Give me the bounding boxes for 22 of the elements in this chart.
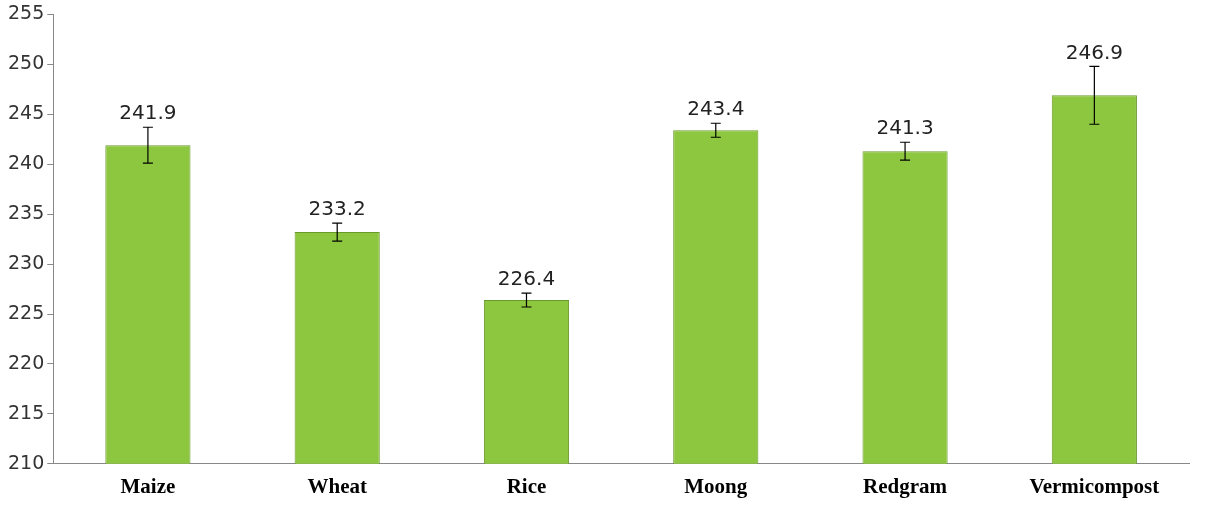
y-tick-label: 225 [8, 300, 45, 323]
y-tick-label: 245 [8, 101, 45, 124]
y-tick-label: 230 [8, 251, 45, 273]
y-tick-label: 215 [8, 400, 45, 423]
y-tick-label: 255 [8, 1, 45, 24]
y-tick-label: 210 [8, 450, 45, 473]
y-tick-label: 235 [8, 201, 45, 224]
data-label: 233.2 [308, 196, 366, 221]
data-label: 226.4 [497, 266, 556, 291]
x-tick-label: Maize [120, 473, 176, 498]
y-tick-label: 220 [8, 350, 45, 373]
data-label: 246.9 [1065, 39, 1123, 64]
x-tick-label: Rice [506, 473, 547, 498]
data-label: 243.4 [687, 96, 745, 121]
x-tick-label: Redgram [863, 473, 948, 498]
data-label: 241.3 [876, 115, 934, 140]
x-tick-label: Wheat [307, 473, 367, 498]
y-tick-label: 250 [8, 51, 45, 74]
y-tick-label: 240 [8, 151, 45, 174]
data-label: 241.9 [119, 100, 177, 125]
x-tick-label: Moong [684, 473, 748, 498]
x-tick-label: Vermicompost [1029, 473, 1160, 498]
